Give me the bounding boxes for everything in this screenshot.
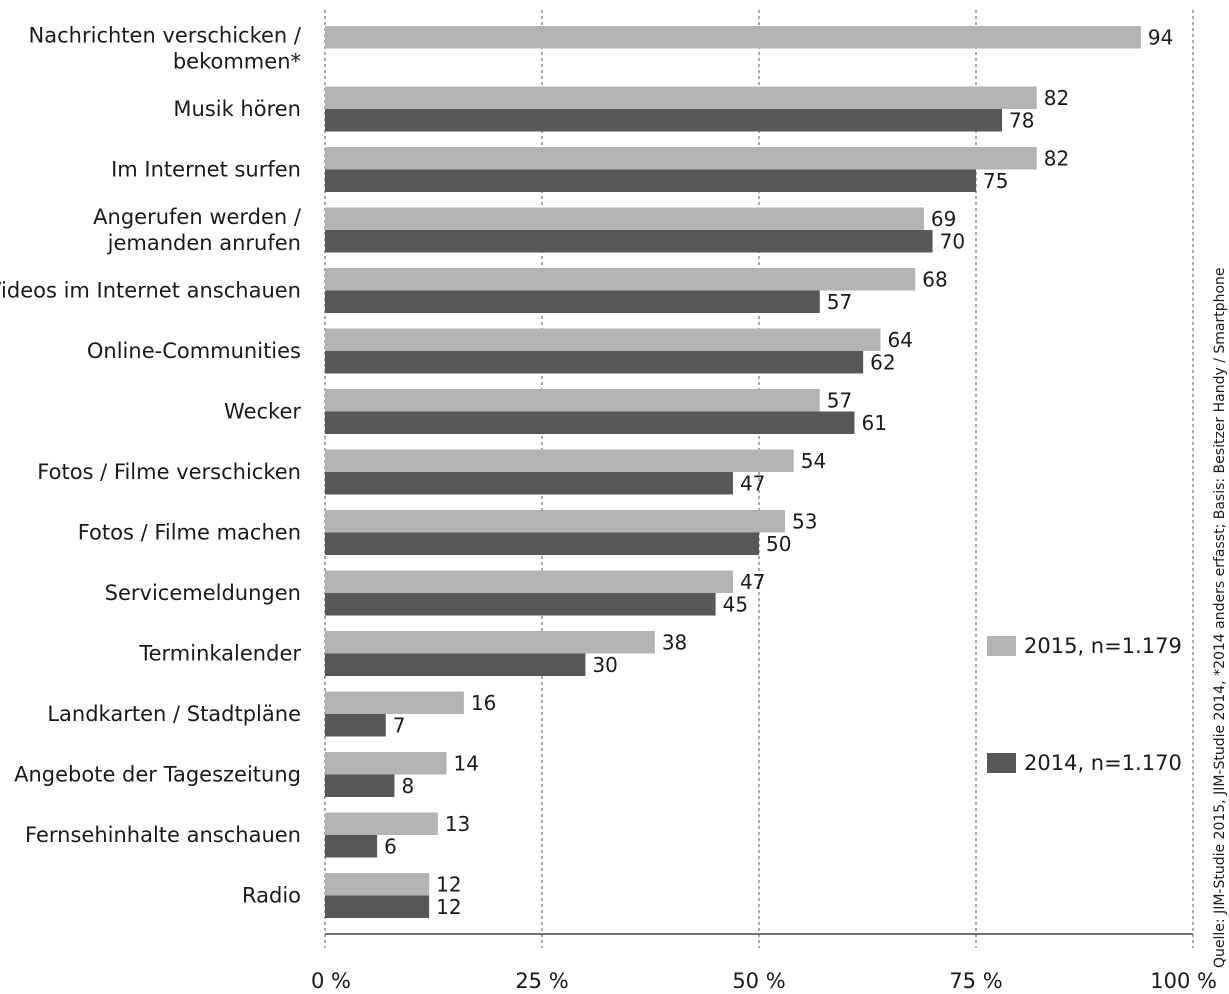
category-label-3-line-0: Angerufen werden / — [93, 205, 302, 229]
bar-12-series-1 — [325, 774, 395, 797]
legend: 2015, n=1.179 2014, n=1.170 — [987, 634, 1182, 775]
bar-14-series-1 — [325, 895, 430, 918]
value-label-4-series-1: 57 — [827, 290, 852, 314]
bars — [325, 26, 1141, 918]
value-label-10-series-0: 38 — [662, 630, 687, 654]
bar-3-series-0 — [325, 207, 924, 230]
legend-label-1: 2014, n=1.170 — [1024, 751, 1182, 775]
value-label-1-series-0: 82 — [1044, 86, 1069, 110]
value-label-10-series-1: 30 — [592, 653, 617, 677]
value-label-12-series-0: 14 — [454, 751, 479, 775]
legend-swatch-1 — [987, 753, 1016, 773]
bar-13-series-1 — [325, 835, 378, 858]
category-label-4: Videos im Internet anschauen — [0, 279, 301, 303]
bar-10-series-0 — [325, 631, 655, 654]
value-label-8-series-0: 53 — [792, 509, 817, 533]
value-label-7-series-0: 54 — [801, 449, 826, 473]
bar-2-series-0 — [325, 147, 1037, 170]
legend-swatch-0 — [987, 636, 1016, 656]
bar-6-series-0 — [325, 389, 820, 412]
value-label-13-series-0: 13 — [445, 812, 470, 836]
value-label-8-series-1: 50 — [766, 532, 791, 556]
value-label-7-series-1: 47 — [740, 471, 765, 495]
bar-5-series-1 — [325, 351, 864, 374]
value-label-5-series-1: 62 — [870, 350, 895, 374]
value-label-5-series-0: 64 — [888, 328, 913, 352]
category-label-7: Fotos / Filme verschicken — [37, 460, 301, 484]
value-label-9-series-1: 45 — [723, 592, 748, 616]
category-label-0-line-1: bekommen* — [173, 50, 301, 74]
bar-14-series-0 — [325, 873, 430, 896]
bar-8-series-1 — [325, 532, 759, 555]
category-label-8: Fotos / Filme machen — [78, 521, 301, 545]
category-label-2: Im Internet surfen — [111, 158, 301, 182]
category-label-6: Wecker — [224, 400, 301, 424]
bar-3-series-1 — [325, 230, 933, 253]
value-label-11-series-1: 7 — [393, 713, 406, 737]
category-label-10: Terminkalender — [138, 642, 301, 666]
value-label-12-series-1: 8 — [401, 774, 414, 798]
value-label-14-series-1: 12 — [436, 895, 461, 919]
x-tick-label-2: 50 % — [732, 969, 785, 993]
value-label-14-series-0: 12 — [436, 872, 461, 896]
x-tick-label-0: 0 % — [311, 969, 351, 993]
x-axis-ticks: 0 % 25 % 50 % 75 % 100 % — [311, 969, 1217, 993]
category-label-13: Fernsehinhalte anschauen — [25, 823, 301, 847]
category-label-11: Landkarten / Stadtpläne — [47, 702, 301, 726]
value-label-0-series-0: 94 — [1148, 25, 1173, 49]
value-label-11-series-0: 16 — [471, 691, 496, 715]
category-label-0-line-0: Nachrichten verschicken / — [29, 24, 302, 48]
value-label-4-series-0: 68 — [922, 267, 947, 291]
category-label-5: Online-Communities — [87, 339, 301, 363]
value-label-3-series-1: 70 — [940, 229, 965, 253]
source-note: Quelle: JIM-Studie 2015, JIM-Studie 2014… — [1212, 267, 1228, 968]
bar-8-series-0 — [325, 510, 786, 533]
bar-4-series-1 — [325, 290, 820, 313]
value-label-2-series-1: 75 — [983, 169, 1008, 193]
bar-5-series-0 — [325, 328, 881, 351]
legend-label-0: 2015, n=1.179 — [1024, 634, 1182, 658]
x-tick-label-3: 75 % — [949, 969, 1002, 993]
bar-7-series-0 — [325, 449, 794, 472]
value-label-3-series-0: 69 — [931, 207, 956, 231]
value-label-2-series-0: 82 — [1044, 146, 1069, 170]
bar-1-series-1 — [325, 109, 1003, 132]
category-label-1: Musik hören — [173, 97, 301, 121]
bar-9-series-0 — [325, 570, 733, 593]
bar-4-series-0 — [325, 268, 916, 291]
category-label-14: Radio — [242, 884, 301, 908]
bar-0-series-0 — [325, 26, 1141, 49]
bar-6-series-1 — [325, 411, 855, 434]
value-label-1-series-1: 78 — [1009, 108, 1034, 132]
bar-11-series-0 — [325, 691, 464, 714]
value-label-6-series-0: 57 — [827, 388, 852, 412]
bar-1-series-0 — [325, 86, 1037, 109]
value-label-9-series-0: 47 — [740, 570, 765, 594]
bar-2-series-1 — [325, 169, 976, 192]
category-label-9: Servicemeldungen — [105, 581, 301, 605]
category-label-3-line-1: jemanden anrufen — [107, 231, 301, 255]
bar-11-series-1 — [325, 714, 386, 737]
bar-9-series-1 — [325, 593, 716, 616]
bar-7-series-1 — [325, 472, 733, 495]
bar-12-series-0 — [325, 752, 447, 775]
x-tick-label-1: 25 % — [515, 969, 568, 993]
value-label-13-series-1: 6 — [384, 834, 397, 858]
value-label-6-series-1: 61 — [861, 411, 886, 435]
bar-13-series-0 — [325, 812, 438, 835]
bar-10-series-1 — [325, 653, 586, 676]
x-tick-label-4: 100 % — [1150, 969, 1217, 993]
category-label-12: Angebote der Tageszeitung — [14, 763, 301, 787]
